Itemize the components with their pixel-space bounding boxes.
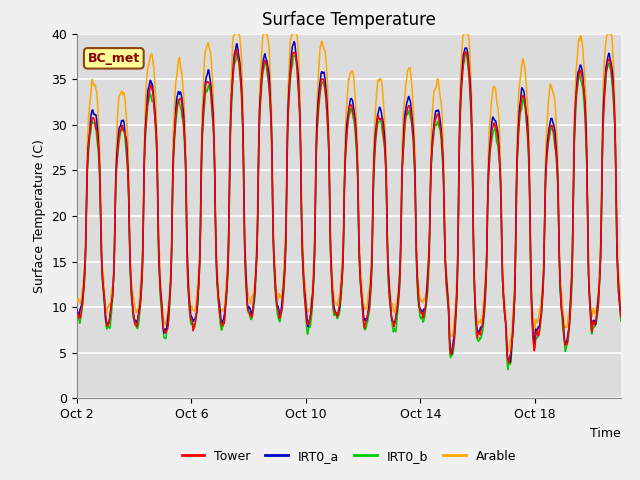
Text: BC_met: BC_met [88, 52, 140, 65]
Title: Surface Temperature: Surface Temperature [262, 11, 436, 29]
X-axis label: Time: Time [590, 427, 621, 440]
Y-axis label: Surface Temperature (C): Surface Temperature (C) [33, 139, 45, 293]
Legend: Tower, IRT0_a, IRT0_b, Arable: Tower, IRT0_a, IRT0_b, Arable [177, 445, 521, 468]
